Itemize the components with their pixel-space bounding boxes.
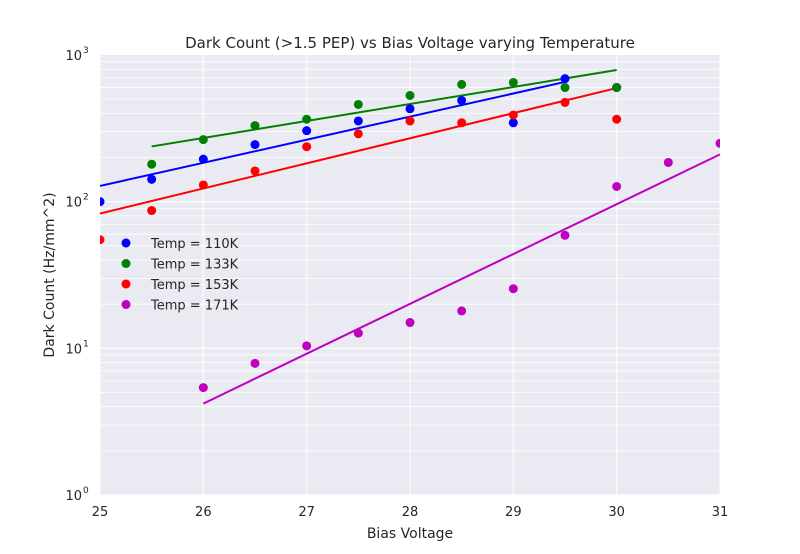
x-axis-label: Bias Voltage [367, 526, 453, 542]
fit-lines [99, 69, 721, 405]
data-point [560, 83, 570, 93]
data-point [353, 129, 363, 139]
data-point [405, 116, 415, 126]
legend: Temp = 110K Temp = 133K Temp = 153K Temp = … [121, 237, 239, 314]
fit-line [202, 153, 721, 405]
data-point [612, 83, 622, 93]
data-point [663, 157, 673, 167]
y-tick-label: 10 [65, 489, 82, 504]
fit-line [151, 69, 617, 148]
y-tick-exponent: 3 [83, 46, 89, 56]
fit-line [99, 87, 617, 215]
data-point [100, 235, 105, 245]
data-point [100, 197, 105, 207]
y-axis-label: Dark Count (Hz/mm^2) [42, 192, 58, 357]
data-point [198, 383, 208, 393]
data-point [508, 284, 518, 294]
fit-line [99, 80, 566, 187]
data-point [147, 159, 157, 169]
data-point [353, 99, 363, 109]
data-point [302, 341, 312, 351]
x-tick-label: 30 [608, 505, 625, 520]
x-tick-label: 27 [298, 505, 315, 520]
y-tick-label: 10 [65, 196, 82, 211]
data-point [353, 116, 363, 126]
data-point [250, 121, 260, 131]
data-point [612, 114, 622, 124]
data-point [405, 104, 415, 114]
data-point [302, 114, 312, 124]
data-point [147, 206, 157, 216]
data-point [198, 135, 208, 145]
data-point [560, 230, 570, 240]
x-tick-labels: 25 26 27 28 29 30 31 [92, 505, 729, 520]
data-point [457, 79, 467, 89]
chart-title: Dark Count (>1.5 PEP) vs Bias Voltage va… [185, 34, 635, 52]
data-point [715, 138, 720, 148]
data-point [457, 118, 467, 128]
legend-label: Temp = 133K [150, 258, 239, 273]
data-points [100, 74, 720, 393]
data-point [405, 90, 415, 100]
x-tick-label: 31 [712, 505, 729, 520]
legend-label: Temp = 171K [150, 299, 239, 314]
data-point [302, 142, 312, 152]
data-point [250, 358, 260, 368]
legend-marker [121, 300, 131, 309]
x-tick-label: 29 [505, 505, 522, 520]
x-tick-label: 28 [402, 505, 419, 520]
legend-marker [121, 238, 131, 248]
y-tick-label: 10 [65, 49, 82, 64]
legend-marker [121, 259, 131, 268]
y-tick-exponent: 1 [83, 339, 89, 349]
data-point [250, 166, 260, 176]
data-point [508, 110, 518, 120]
data-point [250, 140, 260, 150]
legend-label: Temp = 110K [150, 237, 239, 252]
data-point [405, 318, 415, 328]
data-point [560, 74, 570, 84]
data-point [198, 180, 208, 190]
data-point [147, 174, 157, 184]
y-tick-label: 10 [65, 342, 82, 357]
y-tick-exponent: 2 [83, 193, 89, 203]
data-point [302, 126, 312, 136]
data-point [612, 181, 622, 191]
data-point [353, 328, 363, 338]
data-point [508, 77, 518, 87]
data-point [508, 118, 518, 128]
x-tick-label: 26 [195, 505, 212, 520]
x-tick-label: 25 [92, 505, 109, 520]
data-point [198, 154, 208, 164]
data-point [457, 95, 467, 105]
y-tick-exponent: 0 [83, 486, 89, 496]
legend-marker [121, 279, 131, 289]
data-point [457, 306, 467, 316]
legend-label: Temp = 153K [150, 278, 239, 293]
data-point [560, 97, 570, 107]
